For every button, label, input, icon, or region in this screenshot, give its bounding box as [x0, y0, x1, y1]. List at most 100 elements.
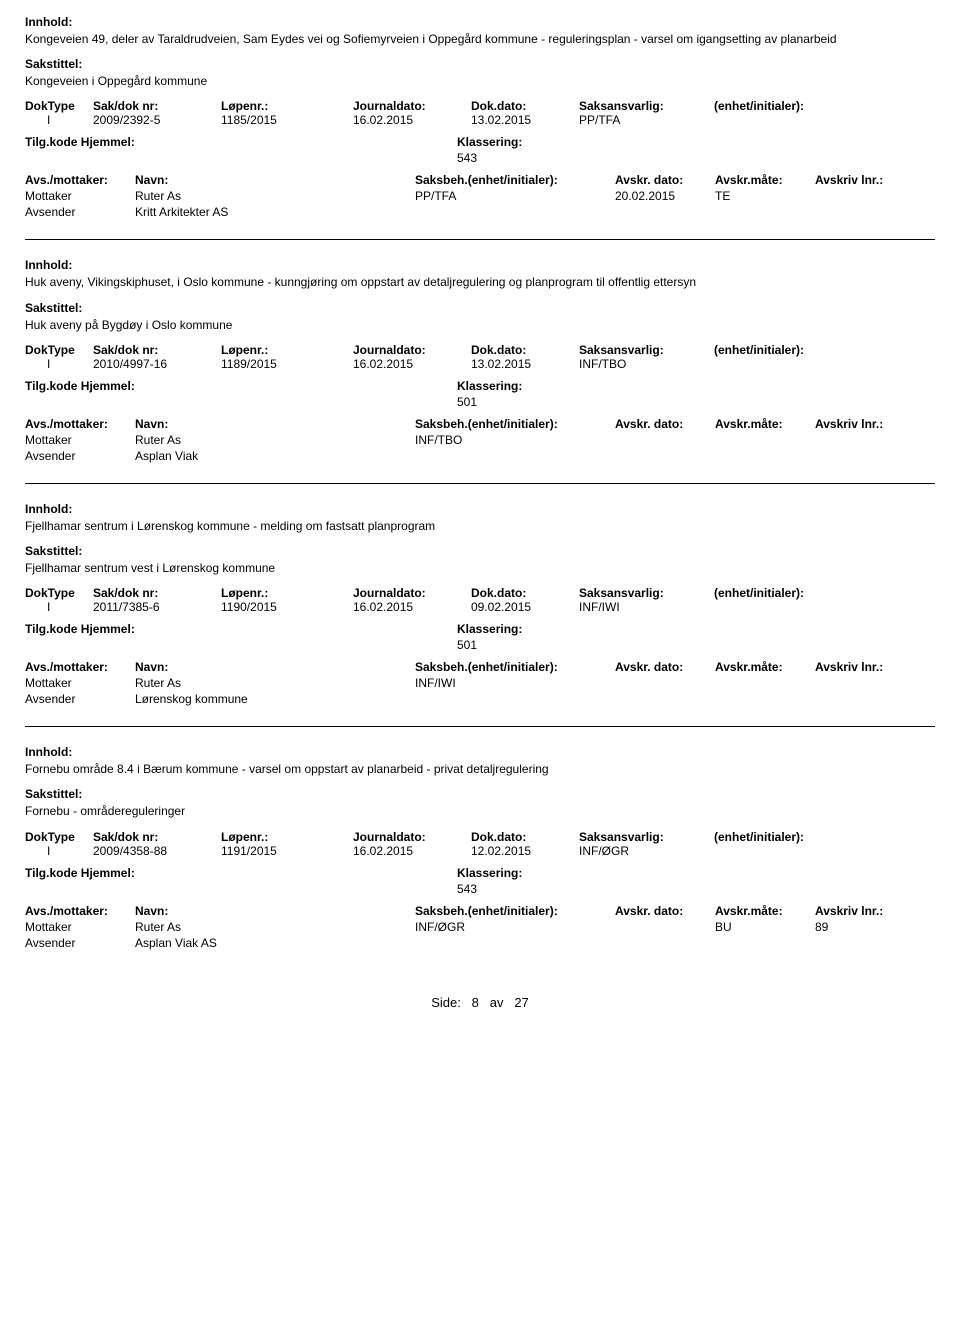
- party-header-row: Avs./mottaker: Navn: Saksbeh.(enhet/init…: [25, 660, 935, 674]
- mottaker-role: Mottaker: [25, 920, 135, 934]
- sakstittel-text: Kongeveien i Oppegård kommune: [25, 73, 935, 89]
- saknr-header: Sak/dok nr:: [93, 830, 221, 844]
- journaldato-header: Journaldato:: [353, 586, 471, 600]
- klassering-value: 543: [457, 882, 477, 896]
- avs-mottaker-header: Avs./mottaker:: [25, 417, 135, 431]
- meta-value-row: I 2009/4358-88 1191/2015 16.02.2015 12.0…: [25, 844, 935, 858]
- mottaker-avskrdato: 20.02.2015: [615, 189, 715, 203]
- enhet-value: [714, 600, 874, 614]
- innhold-label: Innhold:: [25, 15, 935, 29]
- saksansvarlig-value: INF/IWI: [579, 600, 714, 614]
- side-label: Side:: [431, 995, 461, 1010]
- avsender-row: Avsender Kritt Arkitekter AS: [25, 205, 935, 219]
- dokdato-header: Dok.dato:: [471, 343, 579, 357]
- journaldato-header: Journaldato:: [353, 343, 471, 357]
- enhet-value: [714, 844, 874, 858]
- dokdato-value: 12.02.2015: [471, 844, 579, 858]
- saknr-header: Sak/dok nr:: [93, 343, 221, 357]
- klassering-value: 543: [457, 151, 477, 165]
- meta-header-row: DokType Sak/dok nr: Løpenr.: Journaldato…: [25, 830, 935, 844]
- avsender-name: Lørenskog kommune: [135, 692, 415, 706]
- innhold-label: Innhold:: [25, 502, 935, 516]
- klassering-value-row: 501: [25, 638, 935, 652]
- mottaker-avskrmate: [715, 433, 815, 447]
- avskr-lnr-header: Avskriv lnr.:: [815, 660, 915, 674]
- saknr-header: Sak/dok nr:: [93, 586, 221, 600]
- avsender-name: Asplan Viak AS: [135, 936, 415, 950]
- saksansvarlig-header: Saksansvarlig:: [579, 830, 714, 844]
- enhet-header: (enhet/initialer):: [714, 586, 874, 600]
- avs-mottaker-header: Avs./mottaker:: [25, 904, 135, 918]
- party-header-row: Avs./mottaker: Navn: Saksbeh.(enhet/init…: [25, 417, 935, 431]
- avsender-row: Avsender Asplan Viak: [25, 449, 935, 463]
- innhold-text: Huk aveny, Vikingskiphuset, i Oslo kommu…: [25, 274, 935, 290]
- innhold-label: Innhold:: [25, 745, 935, 759]
- innhold-text: Kongeveien 49, deler av Taraldrudveien, …: [25, 31, 935, 47]
- lopenr-header: Løpenr.:: [221, 586, 353, 600]
- avskr-dato-header: Avskr. dato:: [615, 173, 715, 187]
- dokdato-header: Dok.dato:: [471, 830, 579, 844]
- mottaker-saksbeh: INF/IWI: [415, 676, 615, 690]
- enhet-header: (enhet/initialer):: [714, 99, 874, 113]
- mottaker-role: Mottaker: [25, 676, 135, 690]
- enhet-value: [714, 113, 874, 127]
- klassering-value-row: 543: [25, 882, 935, 896]
- doktype-header: DokType: [25, 99, 93, 113]
- saknr-value: 2011/7385-6: [93, 600, 221, 614]
- mottaker-avskrmate: TE: [715, 189, 815, 203]
- dokdato-value: 09.02.2015: [471, 600, 579, 614]
- avsender-name: Kritt Arkitekter AS: [135, 205, 415, 219]
- avskr-lnr-header: Avskriv lnr.:: [815, 417, 915, 431]
- avskr-mate-header: Avskr.måte:: [715, 417, 815, 431]
- doktype-value: I: [25, 844, 93, 858]
- tilgkode-label: Tilg.kode: [25, 622, 77, 636]
- doktype-value: I: [25, 113, 93, 127]
- avskr-dato-header: Avskr. dato:: [615, 660, 715, 674]
- klassering-value: 501: [457, 638, 477, 652]
- lopenr-value: 1189/2015: [221, 357, 353, 371]
- lopenr-header: Løpenr.:: [221, 830, 353, 844]
- mottaker-name: Ruter As: [135, 189, 415, 203]
- mottaker-avskrlnr: [815, 433, 915, 447]
- sakstittel-label: Sakstittel:: [25, 544, 935, 558]
- journal-record: Innhold: Kongeveien 49, deler av Taraldr…: [25, 15, 935, 240]
- hjemmel-label: Hjemmel:: [81, 379, 135, 393]
- journal-record: Innhold: Fornebu område 8.4 i Bærum komm…: [25, 745, 935, 969]
- saksansvarlig-value: INF/TBO: [579, 357, 714, 371]
- meta-value-row: I 2011/7385-6 1190/2015 16.02.2015 09.02…: [25, 600, 935, 614]
- innhold-text: Fjellhamar sentrum i Lørenskog kommune -…: [25, 518, 935, 534]
- avskr-lnr-header: Avskriv lnr.:: [815, 904, 915, 918]
- tilgkode-label: Tilg.kode: [25, 866, 77, 880]
- doktype-header: DokType: [25, 343, 93, 357]
- lopenr-value: 1185/2015: [221, 113, 353, 127]
- saknr-value: 2009/4358-88: [93, 844, 221, 858]
- avsender-role: Avsender: [25, 205, 135, 219]
- mottaker-row: Mottaker Ruter As INF/IWI: [25, 676, 935, 690]
- klassering-value: 501: [457, 395, 477, 409]
- enhet-header: (enhet/initialer):: [714, 830, 874, 844]
- dokdato-value: 13.02.2015: [471, 357, 579, 371]
- klassering-label-row: Tilg.kode Hjemmel: Klassering:: [25, 622, 935, 636]
- tilgkode-label: Tilg.kode: [25, 379, 77, 393]
- journal-record: Innhold: Fjellhamar sentrum i Lørenskog …: [25, 502, 935, 727]
- mottaker-role: Mottaker: [25, 189, 135, 203]
- avs-mottaker-header: Avs./mottaker:: [25, 173, 135, 187]
- navn-header: Navn:: [135, 173, 415, 187]
- avsender-row: Avsender Asplan Viak AS: [25, 936, 935, 950]
- page-number: 8: [472, 995, 479, 1010]
- doktype-header: DokType: [25, 586, 93, 600]
- klassering-label-row: Tilg.kode Hjemmel: Klassering:: [25, 379, 935, 393]
- klassering-value-row: 543: [25, 151, 935, 165]
- tilgkode-label: Tilg.kode: [25, 135, 77, 149]
- avsender-name: Asplan Viak: [135, 449, 415, 463]
- lopenr-header: Løpenr.:: [221, 343, 353, 357]
- journaldato-value: 16.02.2015: [353, 600, 471, 614]
- sakstittel-label: Sakstittel:: [25, 787, 935, 801]
- klassering-label: Klassering:: [457, 135, 522, 149]
- avskr-mate-header: Avskr.måte:: [715, 173, 815, 187]
- saksansvarlig-header: Saksansvarlig:: [579, 586, 714, 600]
- sakstittel-text: Fornebu - områdereguleringer: [25, 803, 935, 819]
- innhold-label: Innhold:: [25, 258, 935, 272]
- meta-header-row: DokType Sak/dok nr: Løpenr.: Journaldato…: [25, 343, 935, 357]
- saksbeh-header: Saksbeh.(enhet/initialer):: [415, 904, 615, 918]
